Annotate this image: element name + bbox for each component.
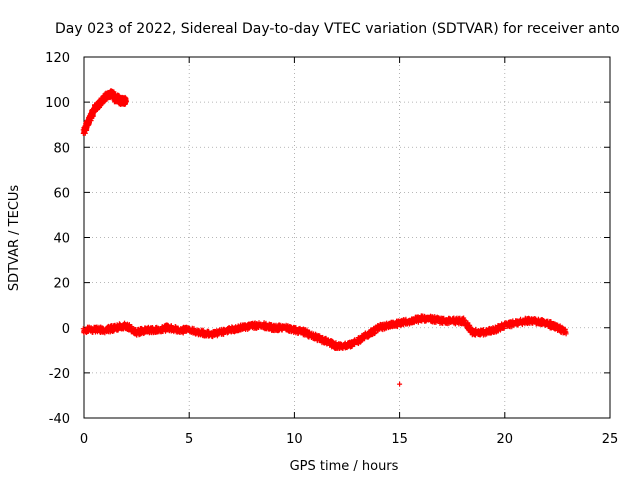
- y-tick-label: -40: [49, 412, 70, 427]
- x-tick-label: 10: [286, 432, 303, 447]
- y-tick-label: 40: [53, 232, 70, 247]
- grid-lines: [84, 57, 610, 418]
- y-tick-label: 120: [45, 51, 70, 66]
- y-tick-label: -20: [49, 367, 70, 382]
- y-axis-ticks: -40 -20 0 20 40 60 80 100 120: [45, 51, 610, 427]
- x-tick-label: 0: [80, 432, 88, 447]
- x-tick-label: 20: [497, 432, 514, 447]
- chart-title: Day 023 of 2022, Sidereal Day-to-day VTE…: [55, 21, 620, 37]
- y-tick-label: 20: [53, 277, 70, 292]
- y-tick-label: 60: [53, 186, 70, 201]
- x-tick-label: 5: [185, 432, 193, 447]
- data-points: [80, 88, 569, 387]
- data-point: [397, 381, 403, 387]
- x-tick-label: 25: [602, 432, 619, 447]
- y-tick-label: 0: [62, 322, 70, 337]
- y-tick-label: 80: [53, 141, 70, 156]
- data-point: [123, 97, 129, 103]
- y-axis-label: SDTVAR / TECUs: [7, 185, 22, 292]
- x-tick-label: 15: [391, 432, 408, 447]
- x-axis-label: GPS time / hours: [290, 459, 399, 474]
- y-tick-label: 100: [45, 96, 70, 111]
- x-axis-ticks: 0 5 10 15 20 25: [80, 57, 618, 447]
- plot-frame: [83, 56, 611, 419]
